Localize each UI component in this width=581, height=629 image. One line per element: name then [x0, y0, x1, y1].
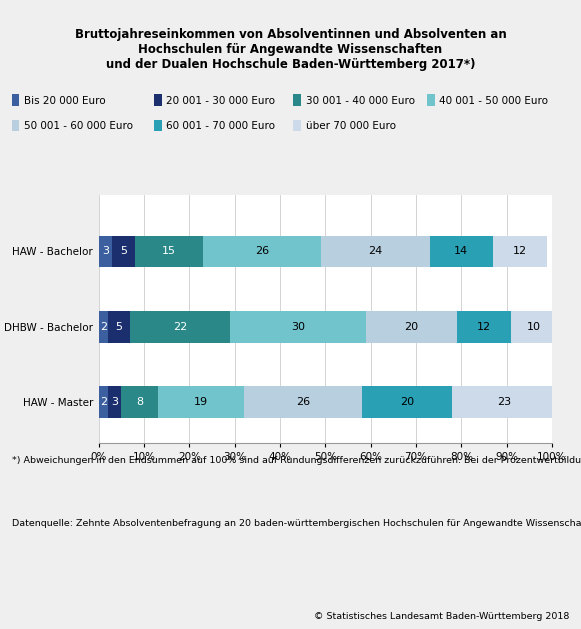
Text: 30 001 - 40 000 Euro: 30 001 - 40 000 Euro — [306, 96, 415, 106]
Text: 24: 24 — [368, 247, 382, 257]
Text: 22: 22 — [173, 322, 188, 331]
Bar — [429, 236, 493, 267]
Text: 10: 10 — [527, 322, 541, 331]
Bar — [121, 386, 157, 418]
Text: 12: 12 — [513, 247, 528, 257]
Text: 20: 20 — [404, 322, 418, 331]
Text: 12: 12 — [477, 322, 491, 331]
Text: 20 001 - 30 000 Euro: 20 001 - 30 000 Euro — [166, 96, 275, 106]
Text: über 70 000 Euro: über 70 000 Euro — [306, 121, 396, 131]
Bar — [493, 236, 547, 267]
Text: 3: 3 — [102, 247, 109, 257]
Text: Datenquelle: Zehnte Absolventenbefragung an 20 baden-württembergischen Hochschul: Datenquelle: Zehnte Absolventenbefragung… — [12, 519, 581, 528]
Bar — [135, 236, 203, 267]
Text: 23: 23 — [497, 397, 511, 407]
Text: 60 001 - 70 000 Euro: 60 001 - 70 000 Euro — [166, 121, 275, 131]
Bar — [321, 236, 429, 267]
Text: 50 001 - 60 000 Euro: 50 001 - 60 000 Euro — [24, 121, 133, 131]
Text: 26: 26 — [296, 397, 310, 407]
Text: 14: 14 — [454, 247, 468, 257]
Text: 5: 5 — [116, 322, 123, 331]
Text: 2: 2 — [100, 397, 107, 407]
Bar — [361, 386, 452, 418]
Bar — [112, 236, 135, 267]
Bar — [108, 386, 121, 418]
Text: 8: 8 — [136, 397, 143, 407]
Bar — [99, 311, 108, 343]
Bar — [244, 386, 361, 418]
Bar — [99, 236, 112, 267]
Bar — [157, 386, 244, 418]
Text: 3: 3 — [111, 397, 118, 407]
Text: Bis 20 000 Euro: Bis 20 000 Euro — [24, 96, 105, 106]
Text: 5: 5 — [120, 247, 127, 257]
Bar — [203, 236, 321, 267]
Bar — [511, 311, 557, 343]
Text: *) Abweichungen in den Endsummen auf 100% sind auf Rundungsdifferenzen zurückzuf: *) Abweichungen in den Endsummen auf 100… — [12, 456, 581, 465]
Bar — [457, 311, 511, 343]
Text: 19: 19 — [193, 397, 208, 407]
Bar — [230, 311, 366, 343]
Text: © Statistisches Landesamt Baden-Württemberg 2018: © Statistisches Landesamt Baden-Württemb… — [314, 613, 569, 621]
Bar — [99, 386, 108, 418]
Bar — [452, 386, 557, 418]
Text: 20: 20 — [400, 397, 414, 407]
Bar — [366, 311, 457, 343]
Bar — [108, 311, 131, 343]
Text: 15: 15 — [162, 247, 176, 257]
Text: 30: 30 — [291, 322, 305, 331]
Text: 40 001 - 50 000 Euro: 40 001 - 50 000 Euro — [439, 96, 548, 106]
Text: 2: 2 — [100, 322, 107, 331]
Text: Bruttojahreseinkommen von Absolventinnen und Absolventen an
Hochschulen für Ange: Bruttojahreseinkommen von Absolventinnen… — [74, 28, 507, 71]
Text: 26: 26 — [255, 247, 269, 257]
Bar — [131, 311, 230, 343]
